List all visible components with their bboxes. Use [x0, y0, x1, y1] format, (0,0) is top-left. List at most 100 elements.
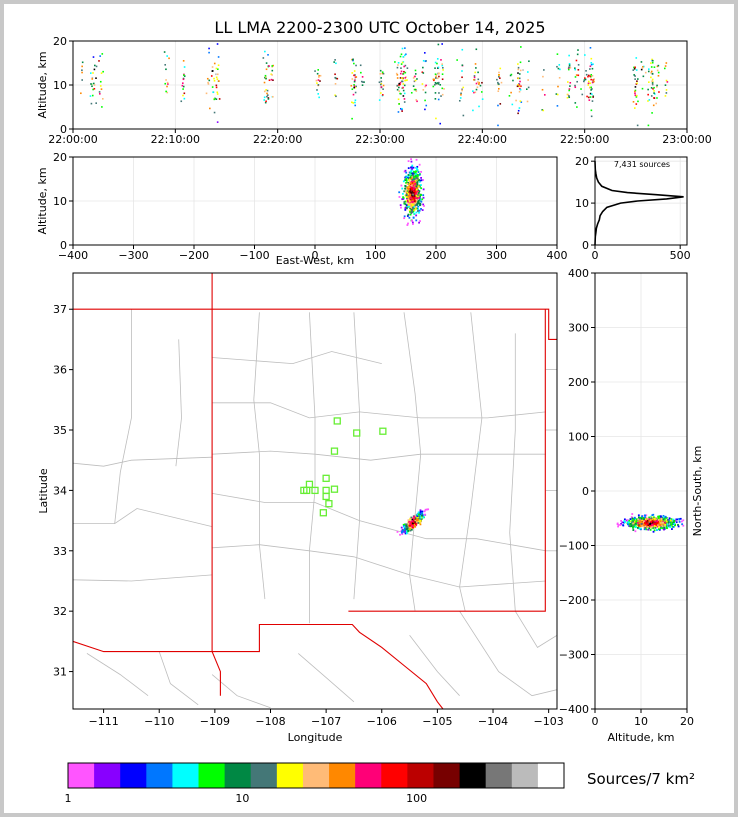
time-tick-label: 22:10:00	[151, 133, 200, 146]
time-height-source	[567, 67, 570, 70]
station-marker	[333, 417, 341, 425]
ns-source	[659, 522, 662, 525]
time-height-source	[353, 80, 356, 83]
time-height-source	[432, 85, 435, 88]
map-source	[409, 523, 412, 526]
time-height-source	[519, 100, 522, 102]
ew-source	[414, 182, 417, 185]
ns-source	[645, 516, 647, 519]
time-height-source	[461, 89, 463, 92]
ew-source	[411, 172, 414, 175]
time-height-source	[422, 89, 425, 91]
map-source	[414, 520, 417, 522]
ns-source	[632, 529, 635, 531]
ew-source	[409, 185, 412, 188]
latitude-tick-label: 34	[53, 484, 67, 497]
ew-source	[413, 212, 416, 215]
time-height-source	[397, 98, 400, 101]
ns-source	[641, 520, 644, 523]
time-height-source	[401, 47, 404, 50]
time-height-source	[262, 57, 265, 59]
colorbar-swatch	[329, 763, 356, 788]
ew-source	[403, 190, 406, 193]
ew-source	[408, 186, 411, 189]
ew-source	[407, 193, 410, 195]
ew-source	[413, 170, 415, 173]
ns-source	[675, 518, 678, 521]
ew-source	[411, 219, 413, 222]
ew-source	[414, 173, 417, 176]
ew-tick-label: 200	[426, 249, 447, 262]
time-height-source	[401, 80, 404, 83]
time-height-source	[215, 73, 217, 76]
time-height-source	[403, 70, 405, 73]
time-height-source	[210, 75, 213, 77]
time-height-source	[165, 68, 167, 71]
time-height-source	[568, 96, 571, 99]
time-height-source	[472, 109, 474, 112]
time-height-source	[634, 78, 636, 80]
time-height-source	[216, 78, 219, 80]
ew-source	[420, 207, 422, 210]
ew-tick-label: 300	[486, 249, 507, 262]
ew-source	[405, 171, 408, 174]
time-height-source	[556, 53, 559, 55]
time-height-source	[475, 82, 478, 85]
time-height-source	[263, 99, 266, 101]
ew-source	[415, 166, 417, 169]
time-height-source	[266, 92, 268, 95]
time-height-source	[589, 65, 592, 68]
map-source	[413, 525, 416, 528]
ew-source	[409, 183, 412, 186]
time-height-source	[422, 72, 425, 74]
time-height-source	[665, 79, 668, 82]
map-source	[401, 530, 403, 533]
time-height-source	[93, 64, 96, 67]
ns-source	[665, 527, 668, 530]
ns-source	[637, 514, 640, 517]
time-height-source	[441, 93, 444, 96]
time-height-source	[89, 95, 92, 97]
ns-source	[673, 524, 676, 527]
ns-source	[657, 517, 660, 519]
ns-source	[664, 515, 667, 518]
ns-source	[629, 520, 632, 523]
ew-source	[407, 160, 410, 163]
ew-source	[409, 187, 412, 190]
ew-source	[402, 196, 405, 199]
time-height-source	[181, 84, 184, 87]
time-tick-label: 22:00:00	[48, 133, 97, 146]
time-height-source	[213, 77, 215, 80]
map-source	[422, 516, 425, 519]
time-height-source	[581, 93, 584, 96]
time-height-source	[271, 95, 274, 98]
hist-alt-tick-label: 10	[575, 197, 589, 210]
time-height-source	[424, 85, 427, 88]
station-marker	[322, 486, 330, 495]
ns-source	[632, 520, 635, 522]
time-height-source	[353, 86, 355, 89]
ns-source	[670, 518, 673, 521]
ew-source	[405, 194, 408, 197]
time-height-source	[360, 71, 362, 74]
map-source	[424, 508, 427, 511]
ns-source	[649, 521, 652, 524]
ew-source	[409, 193, 412, 196]
time-height-source	[213, 98, 216, 101]
ew-source	[408, 203, 411, 206]
county-line	[298, 653, 355, 703]
ew-source	[416, 204, 418, 206]
ns-source	[648, 516, 651, 519]
ns-source	[653, 529, 656, 532]
ns-source	[662, 518, 665, 521]
ns-source	[658, 528, 661, 531]
ns-source	[636, 527, 639, 529]
time-height-source	[567, 68, 570, 71]
ew-source	[406, 190, 409, 193]
time-height-source	[206, 77, 209, 80]
time-height-source	[164, 64, 167, 66]
time-height-source	[394, 61, 396, 63]
time-height-source	[95, 77, 97, 79]
ns-tick-label: −200	[559, 594, 589, 607]
time-height-source	[182, 94, 184, 97]
